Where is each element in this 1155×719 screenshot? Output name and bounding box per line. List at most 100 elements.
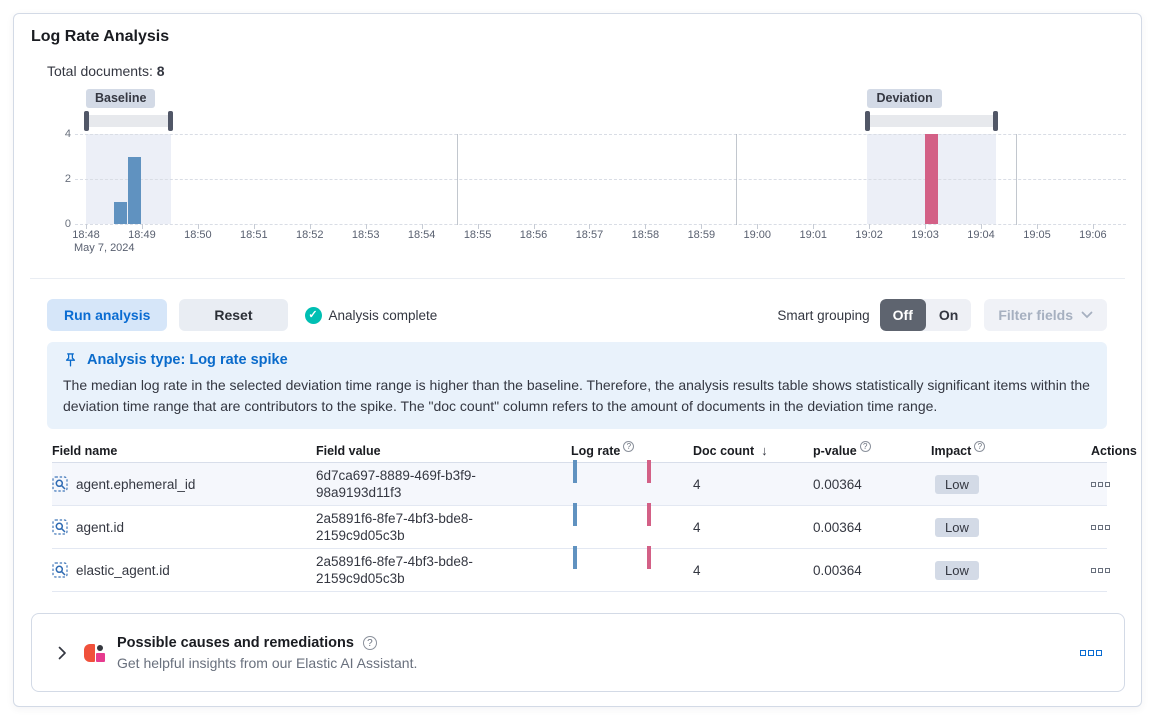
x-axis-label: 19:01	[799, 229, 827, 241]
status-label: Analysis complete	[328, 307, 438, 323]
check-icon: ✓	[304, 306, 322, 324]
help-icon[interactable]: ?	[362, 635, 377, 650]
x-axis-tick	[645, 224, 647, 229]
y-axis-label: 4	[64, 128, 71, 140]
row-actions-icon[interactable]	[1091, 567, 1110, 573]
x-axis-tick	[141, 224, 143, 229]
baseline-brush[interactable]	[86, 115, 172, 127]
y-axis-label: 2	[64, 173, 71, 185]
p-value: 0.00364	[813, 476, 862, 492]
toggle-on-button[interactable]: On	[938, 307, 959, 323]
deviation-brush-handle-left[interactable]	[865, 111, 871, 131]
total-documents: Total documents: 8	[47, 63, 1125, 79]
field-search-icon[interactable]	[52, 519, 68, 535]
x-axis-tick	[533, 224, 535, 229]
column-header-actions: Actions	[1091, 443, 1137, 458]
field-value: 6d7ca697-8889-469f-b3f9-98a9193d11f3	[316, 468, 476, 500]
x-axis-label: 19:00	[743, 229, 772, 241]
deviation-brush[interactable]	[867, 115, 997, 127]
x-axis-label: 18:48	[72, 229, 100, 241]
baseline-mini-bar	[573, 546, 577, 569]
field-search-icon[interactable]	[52, 476, 68, 492]
chevron-right-icon[interactable]	[54, 645, 70, 661]
field-name: elastic_agent.id	[76, 562, 170, 578]
doc-count: 4	[693, 562, 701, 578]
baseline-badge: Baseline	[86, 89, 156, 108]
x-axis-label: 19:04	[967, 229, 995, 241]
column-header-doc-count[interactable]: Doc count ↓	[693, 443, 768, 458]
x-axis-tick	[925, 224, 927, 229]
deviation-chart-bar	[925, 134, 939, 224]
doc-count: 4	[693, 476, 701, 492]
x-axis-tick	[1036, 224, 1038, 229]
column-header-impact[interactable]: Impact ?	[931, 441, 1091, 458]
column-header-field-value[interactable]: Field value	[316, 443, 381, 458]
x-axis-tick	[757, 224, 759, 229]
histogram-chart: 0 2 4 18:48 18:49 18:50 18:51 18:52 18:53 18:54 18…	[47, 89, 1132, 257]
x-axis-label: 18:57	[575, 229, 604, 241]
field-value: 2a5891f6-8fe7-4bf3-bde8-2159c9d05c3b	[316, 554, 473, 586]
x-axis-label: 18:58	[631, 229, 660, 241]
toggle-off-button[interactable]: Off	[879, 299, 926, 331]
run-analysis-button[interactable]: Run analysis	[47, 299, 168, 331]
y-gridline	[75, 134, 1126, 135]
ai-assistant-panel: Possible causes and remediations ? Get h…	[31, 613, 1125, 692]
x-axis-date-label: May 7, 2024	[74, 242, 135, 254]
panel-actions-icon[interactable]	[1080, 649, 1102, 656]
x-axis-label: 18:51	[240, 229, 268, 241]
x-axis-label: 18:50	[184, 229, 212, 241]
page-title: Log Rate Analysis	[31, 28, 170, 45]
x-axis-label: 18:56	[519, 229, 548, 241]
smart-grouping-toggle: Off On	[879, 299, 972, 331]
x-axis-tick	[701, 224, 703, 229]
impact-badge: Low	[935, 517, 979, 537]
p-value: 0.00364	[813, 519, 862, 535]
vertical-gridline	[1015, 134, 1017, 225]
smart-grouping-label: Smart grouping	[777, 307, 870, 323]
baseline-chart-bar	[113, 201, 127, 224]
p-value: 0.00364	[813, 562, 862, 578]
deviation-badge: Deviation	[867, 89, 942, 108]
row-actions-icon[interactable]	[1091, 481, 1110, 487]
elastic-ai-assistant-icon	[84, 643, 106, 663]
x-axis-label: 18:53	[351, 229, 380, 241]
field-search-icon[interactable]	[52, 562, 68, 578]
y-gridline	[75, 179, 1126, 180]
doc-count: 4	[693, 519, 701, 535]
x-axis-tick	[477, 224, 479, 229]
pin-icon	[65, 353, 76, 367]
x-axis-label: 18:52	[295, 229, 324, 241]
baseline-brush-handle-left[interactable]	[84, 111, 89, 131]
controls-row: Run analysis Reset ✓ Analysis complete S…	[47, 299, 1107, 331]
x-axis-tick	[309, 224, 311, 229]
table-header-row: Field name Field value Log rate ? Doc co…	[52, 439, 1137, 463]
log-rate-analysis-panel: Log Rate Analysis Total documents: 8 0 2 4…	[13, 13, 1142, 707]
x-axis-tick	[365, 224, 367, 229]
row-actions-icon[interactable]	[1091, 524, 1110, 530]
baseline-mini-bar	[573, 460, 577, 483]
column-header-log-rate[interactable]: Log rate ?	[571, 441, 693, 458]
reset-button[interactable]: Reset	[179, 299, 288, 331]
x-axis-tick	[589, 224, 591, 229]
baseline-brush-handle-right[interactable]	[168, 111, 174, 131]
column-header-p-value[interactable]: p-value ?	[813, 441, 931, 458]
callout-title: Analysis type: Log rate spike	[87, 352, 288, 368]
filter-fields-button[interactable]: Filter fields	[984, 299, 1107, 331]
table-row: elastic_agent.id 2a5891f6-8fe7-4bf3-bde8…	[52, 546, 1110, 592]
baseline-chart-bar	[127, 156, 141, 224]
x-axis-label: 19:02	[855, 229, 883, 241]
total-documents-count: 8	[156, 63, 165, 79]
column-header-field-name[interactable]: Field name	[52, 443, 118, 458]
table-body: agent.ephemeral_id 6d7ca697-8889-469f-b3…	[52, 460, 1110, 592]
callout-body: The median log rate in the selected devi…	[63, 377, 1090, 414]
results-table: Field name Field value Log rate ? Doc co…	[52, 439, 1137, 592]
x-axis-tick	[197, 224, 199, 229]
y-axis-label: 0	[64, 218, 71, 230]
deviation-brush-handle-right[interactable]	[993, 111, 999, 131]
deviation-mini-bar	[647, 546, 651, 569]
x-axis-tick	[421, 224, 423, 229]
vertical-gridline	[456, 134, 458, 225]
field-name: agent.ephemeral_id	[76, 476, 196, 492]
divider	[30, 278, 1125, 279]
x-axis-label: 19:05	[1023, 229, 1051, 241]
